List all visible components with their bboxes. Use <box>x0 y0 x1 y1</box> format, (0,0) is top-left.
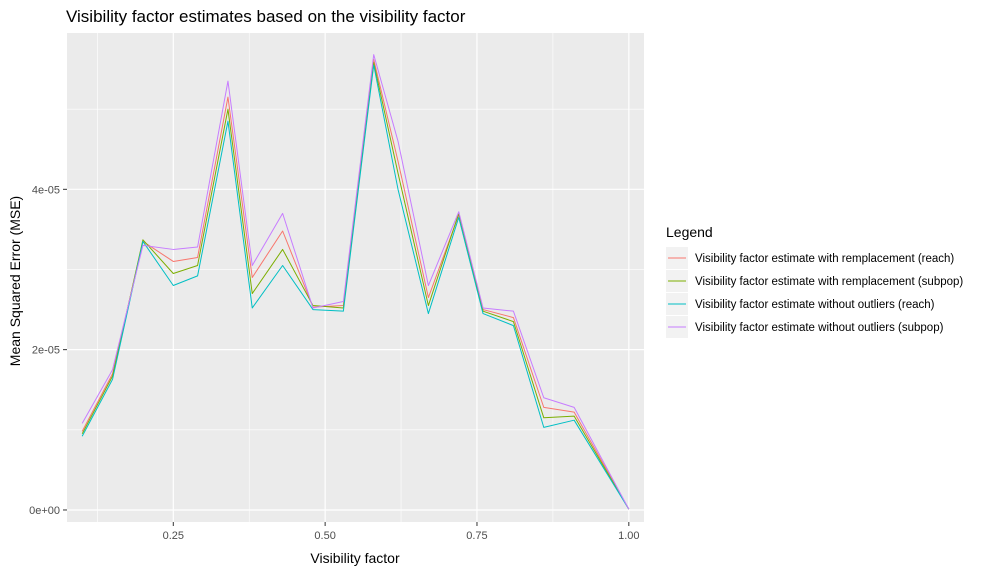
y-tick-label: 2e-05 <box>32 345 60 357</box>
x-tick-label: 1.00 <box>618 530 639 542</box>
grid-major <box>67 33 644 522</box>
series-lines <box>81 54 630 510</box>
legend-label-1: Visibility factor estimate with remplace… <box>695 253 954 265</box>
x-axis-ticks: 0.25 0.50 0.75 1.00 <box>163 522 640 542</box>
legend: Legend Visibility factor estimate with r… <box>666 224 963 338</box>
legend-label-3: Visibility factor estimate without outli… <box>695 299 935 311</box>
plot-panel <box>67 33 644 522</box>
series-line-3 <box>81 64 630 510</box>
x-tick-label: 0.75 <box>466 530 487 542</box>
y-axis-title: Mean Squared Error (MSE) <box>7 196 23 366</box>
x-tick-label: 0.50 <box>314 530 335 542</box>
x-axis-title: Visibility factor <box>310 550 400 566</box>
y-tick-label: 0e+00 <box>29 505 60 517</box>
legend-label-4: Visibility factor estimate without outli… <box>695 322 944 334</box>
y-axis-ticks: 0e+00 2e-05 4e-05 <box>29 184 67 517</box>
chart-title: Visibility factor estimates based on the… <box>66 7 466 26</box>
legend-title: Legend <box>666 224 713 240</box>
y-tick-label: 4e-05 <box>32 184 60 196</box>
series-line-4 <box>81 54 630 510</box>
legend-label-2: Visibility factor estimate with remplace… <box>695 276 963 288</box>
x-tick-label: 0.25 <box>163 530 184 542</box>
grid-minor <box>67 33 644 522</box>
